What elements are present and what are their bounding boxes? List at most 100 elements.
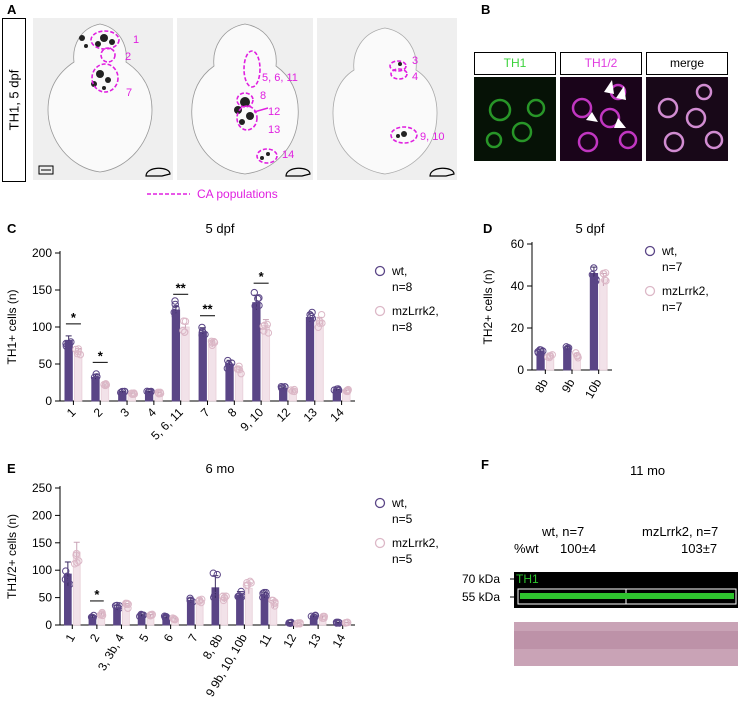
- legend-marker: [644, 245, 656, 257]
- blot-band-box: [517, 588, 737, 605]
- y-tick-label: 100: [32, 563, 52, 577]
- x-tick-label: 11: [256, 631, 275, 649]
- data-point: [63, 572, 71, 580]
- panel-letter: C: [7, 221, 17, 236]
- data-point: [209, 569, 218, 577]
- data-point: [296, 619, 304, 627]
- data-point: [210, 338, 219, 347]
- data-point: [64, 342, 72, 350]
- fish-orientation-icon: [145, 167, 171, 177]
- panel-a-letter: A: [7, 2, 17, 17]
- bar: [181, 326, 190, 402]
- data-point: [211, 598, 220, 607]
- bar: [234, 369, 244, 402]
- ring-label: 7: [126, 87, 132, 99]
- bar: [171, 309, 181, 402]
- data-point: [242, 581, 251, 590]
- data-point: [563, 344, 572, 352]
- x-tick-label: 13: [305, 631, 324, 650]
- data-point: [536, 346, 544, 354]
- ring-label: 13: [268, 124, 280, 136]
- y-axis-label: TH1/2+ cells (n): [5, 514, 19, 599]
- data-point: [333, 385, 341, 393]
- legend-label: n=7: [662, 260, 683, 274]
- data-point: [198, 595, 206, 604]
- marker-70kda: 70 kDa: [462, 572, 501, 586]
- legend-label: n=5: [392, 512, 413, 526]
- y-tick-label: 20: [511, 321, 525, 335]
- panel-f-title: 11 mo: [630, 463, 666, 478]
- data-point: [87, 613, 96, 621]
- x-tick-label: 5: [136, 631, 152, 644]
- x-tick-label: 14: [330, 631, 349, 650]
- data-point: [180, 317, 188, 325]
- data-point: [243, 578, 251, 587]
- data-point: [147, 387, 155, 396]
- x-tick-label: 8, 8b: [200, 631, 226, 661]
- ring-label: 5, 6, 11: [262, 72, 298, 84]
- data-point: [334, 386, 343, 395]
- data-point: [269, 596, 277, 605]
- data-point: [255, 301, 263, 310]
- wt-percent-value: 100±4: [560, 541, 597, 556]
- data-point: [250, 288, 259, 297]
- data-point: [169, 614, 177, 622]
- bar: [122, 605, 130, 626]
- data-point: [220, 593, 229, 602]
- bar: [589, 273, 599, 371]
- ring-7: [91, 63, 119, 93]
- fish-orientation-icon: [429, 167, 455, 177]
- ring-9-10: [390, 126, 418, 144]
- panel-f: F 11 mo wt, n=7 mzLrrk2, n=7 %wt 100±4 1…: [440, 455, 740, 695]
- data-point: [129, 389, 137, 398]
- data-point: [148, 610, 156, 619]
- data-point: [225, 360, 233, 368]
- data-point: [306, 318, 314, 327]
- y-tick-label: 100: [32, 320, 52, 334]
- legend-label: n=8: [392, 280, 413, 294]
- data-point: [234, 365, 242, 373]
- data-point: [317, 310, 326, 319]
- ring-14: [256, 148, 278, 164]
- significance-marker: **: [176, 280, 187, 295]
- data-point: [201, 330, 209, 339]
- channel-label-th12: TH1/2: [560, 52, 642, 75]
- y-tick-label: 50: [39, 357, 53, 371]
- x-tick-label: 9, 10: [237, 405, 266, 434]
- x-tick-label: 7: [198, 405, 213, 420]
- data-point: [546, 352, 554, 360]
- y-tick-label: 60: [511, 237, 525, 251]
- data-point: [144, 388, 153, 396]
- ca-population-rings: [90, 30, 418, 164]
- data-point: [306, 311, 314, 319]
- panel-b-letter: B: [481, 2, 491, 17]
- data-point: [72, 345, 80, 354]
- data-point: [213, 570, 221, 579]
- data-point: [74, 347, 82, 356]
- significance-marker: *: [98, 348, 104, 363]
- x-tick-label: 6: [161, 631, 177, 644]
- x-tick-label: 10b: [582, 376, 604, 401]
- data-point: [294, 619, 302, 627]
- data-point: [311, 612, 319, 620]
- y-tick-label: 200: [32, 508, 52, 522]
- data-point: [171, 312, 180, 320]
- y-tick-label: 200: [32, 246, 52, 260]
- data-point: [318, 319, 326, 327]
- legend-marker: [374, 497, 386, 509]
- data-point: [333, 619, 341, 627]
- data-point: [197, 598, 205, 607]
- data-point: [263, 320, 271, 329]
- legend-label: wt,: [391, 264, 407, 278]
- significance-marker: **: [202, 302, 213, 317]
- panel-letter: D: [483, 221, 492, 236]
- ring-2: [100, 47, 116, 63]
- channel-label-th1: TH1: [474, 52, 556, 75]
- bar: [244, 587, 253, 626]
- arrowhead-icons: [586, 80, 626, 128]
- y-tick-label: 250: [32, 481, 52, 495]
- data-point: [224, 356, 232, 365]
- data-point: [62, 567, 70, 575]
- data-point: [260, 588, 268, 597]
